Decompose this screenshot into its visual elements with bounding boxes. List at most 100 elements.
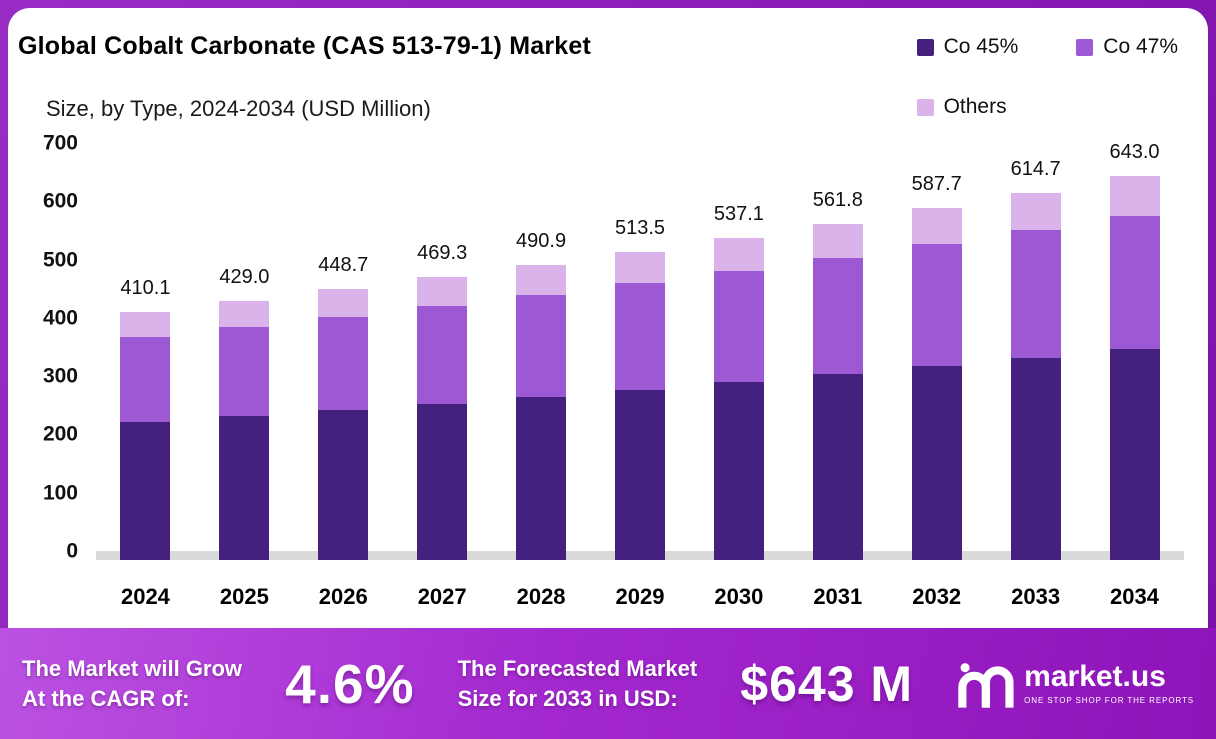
brand-tagline: ONE STOP SHOP FOR THE REPORTS bbox=[1024, 696, 1194, 705]
bar-group: 513.5 bbox=[591, 143, 690, 560]
y-axis-tick-label: 100 bbox=[42, 481, 78, 505]
bar-group: 614.7 bbox=[986, 143, 1085, 560]
x-axis-label: 2033 bbox=[1011, 584, 1061, 609]
stacked-bar bbox=[417, 277, 468, 560]
bar-segment-others bbox=[614, 251, 665, 284]
bar-segment-co-45- bbox=[417, 403, 468, 560]
legend-label: Co 47% bbox=[1103, 35, 1178, 58]
brand-name: market.us bbox=[1024, 660, 1166, 693]
y-axis-tick-label: 500 bbox=[42, 248, 78, 272]
brand-text: market.us ONE STOP SHOP FOR THE REPORTS bbox=[1024, 660, 1194, 706]
y-axis: 0 100 200 300 400 500 600 700 bbox=[8, 133, 78, 562]
y-axis-tick-label: 600 bbox=[42, 189, 78, 213]
bar-group: 410.1 bbox=[96, 143, 195, 560]
bar-segment-others bbox=[1010, 192, 1061, 231]
bar-segment-co-47- bbox=[713, 270, 764, 382]
bar-segment-co-45- bbox=[219, 415, 270, 560]
bar-segment-others bbox=[713, 237, 764, 271]
bar-total-label: 587.7 bbox=[911, 173, 962, 196]
bar-segment-co-45- bbox=[120, 421, 171, 560]
x-axis-label: 2034 bbox=[1110, 584, 1159, 609]
bar-segment-co-47- bbox=[1109, 215, 1160, 349]
chart-subtitle: Size, by Type, 2024-2034 (USD Million) bbox=[46, 96, 431, 121]
cagr-label: The Market will Grow At the CAGR of: bbox=[22, 654, 242, 713]
bar-segment-others bbox=[516, 264, 567, 296]
bar-total-label: 513.5 bbox=[614, 216, 666, 239]
stacked-bar bbox=[614, 251, 665, 560]
legend-label: Others bbox=[943, 95, 1007, 118]
y-axis-tick-label: 700 bbox=[42, 131, 78, 155]
stacked-bar bbox=[713, 237, 764, 560]
forecast-label-line2: Size for 2033 in USD: bbox=[457, 685, 678, 711]
bar-segment-co-47- bbox=[120, 336, 171, 422]
x-axis-label: 2031 bbox=[813, 584, 863, 609]
bar-total-label: 537.1 bbox=[713, 202, 764, 225]
bar-group: 643.0 bbox=[1085, 141, 1184, 560]
bar-segment-co-47- bbox=[417, 306, 468, 404]
legend-swatch-icon bbox=[916, 38, 934, 56]
legend-swatch-icon bbox=[1076, 38, 1094, 56]
stacked-bar bbox=[911, 208, 962, 560]
bar-segment-co-45- bbox=[516, 396, 567, 560]
cagr-label-line2: At the CAGR of: bbox=[22, 685, 190, 711]
bar-group: 587.7 bbox=[887, 143, 986, 560]
footer-banner: The Market will Grow At the CAGR of: 4.6… bbox=[0, 628, 1216, 739]
bar-segment-others bbox=[219, 300, 270, 328]
x-axis-label: 2025 bbox=[219, 584, 269, 609]
legend: Co 45% Co 47% Others bbox=[916, 35, 1178, 119]
bar-segment-others bbox=[120, 311, 171, 337]
legend-swatch-icon bbox=[916, 98, 934, 116]
bar-segment-co-47- bbox=[516, 295, 567, 397]
x-axis-label: 2030 bbox=[714, 584, 764, 609]
bar-group: 429.0 bbox=[195, 143, 294, 560]
x-axis-label: 2026 bbox=[318, 584, 368, 609]
bar-segment-co-45- bbox=[614, 389, 665, 560]
stacked-bar bbox=[516, 264, 567, 560]
bar-segment-co-45- bbox=[911, 366, 962, 560]
stacked-bar bbox=[219, 300, 270, 560]
bar-segment-co-45- bbox=[812, 374, 863, 560]
legend-item: Others bbox=[916, 95, 1019, 119]
stacked-bar bbox=[318, 289, 369, 560]
bar-segment-co-47- bbox=[1010, 230, 1061, 358]
stacked-bar bbox=[1109, 176, 1160, 560]
legend-label: Co 45% bbox=[943, 35, 1019, 58]
bar-total-label: 614.7 bbox=[1010, 157, 1061, 180]
chart-card: Global Cobalt Carbonate (CAS 513-79-1) M… bbox=[8, 8, 1208, 628]
bar-total-label: 410.1 bbox=[120, 276, 171, 299]
bar-segment-co-47- bbox=[614, 283, 665, 390]
legend-item: Co 45% bbox=[916, 35, 1019, 59]
market-us-logo-icon bbox=[958, 662, 1014, 708]
bar-total-label: 643.0 bbox=[1109, 141, 1160, 164]
bar-group: 537.1 bbox=[689, 143, 788, 560]
bar-segment-others bbox=[318, 289, 369, 318]
bar-segment-co-47- bbox=[318, 317, 369, 410]
stacked-bar bbox=[812, 223, 863, 560]
x-axis-label: 2029 bbox=[615, 584, 665, 609]
bar-segment-co-45- bbox=[1010, 357, 1061, 560]
x-axis-label: 2024 bbox=[120, 584, 170, 609]
bar-group: 469.3 bbox=[393, 143, 492, 560]
stacked-bar bbox=[120, 311, 171, 560]
bar-total-label: 448.7 bbox=[318, 254, 369, 277]
bar-group: 490.9 bbox=[492, 143, 591, 560]
x-axis: 2024 2025 2026 2027 2028 2029 2030 2031 2032 2033… bbox=[96, 584, 1184, 610]
bar-segment-co-45- bbox=[713, 381, 764, 560]
x-axis-label: 2032 bbox=[912, 584, 962, 609]
bar-segment-co-45- bbox=[318, 409, 369, 560]
y-axis-tick-label: 200 bbox=[42, 422, 78, 446]
x-axis-label: 2028 bbox=[516, 584, 566, 609]
forecast-value: $643 M bbox=[740, 655, 914, 712]
bar-segment-co-47- bbox=[219, 327, 270, 416]
cagr-label-line1: The Market will Grow bbox=[22, 655, 243, 681]
bar-total-label: 490.9 bbox=[516, 229, 567, 252]
stacked-bar bbox=[1010, 192, 1061, 560]
cagr-value: 4.6% bbox=[285, 652, 415, 715]
bar-total-label: 561.8 bbox=[812, 188, 863, 211]
legend-item: Co 47% bbox=[1076, 35, 1178, 59]
bar-segment-co-45- bbox=[1109, 348, 1160, 560]
forecast-label: The Forecasted Market Size for 2033 in U… bbox=[458, 654, 698, 713]
bar-segment-others bbox=[911, 208, 962, 245]
bar-segment-others bbox=[1109, 176, 1160, 216]
bar-segment-others bbox=[812, 223, 863, 259]
